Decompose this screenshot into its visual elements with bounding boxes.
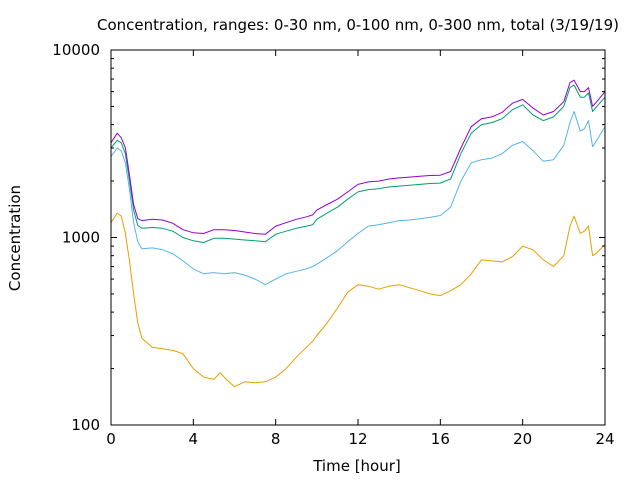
x-tick-label: 12: [348, 430, 367, 448]
series-layer: [110, 79, 606, 388]
y-tick-label: 1000: [62, 229, 100, 247]
series-line-2: [110, 111, 606, 286]
x-tick-label: 24: [595, 430, 614, 448]
x-tick-label: 0: [106, 430, 116, 448]
x-tick-label: 16: [431, 430, 450, 448]
series-line-1: [110, 212, 606, 388]
x-tick-label: 4: [189, 430, 199, 448]
y-tick-label: 100: [71, 416, 100, 434]
series-line-4: [110, 79, 606, 235]
chart-title: Concentration, ranges: 0-30 nm, 0-100 nm…: [97, 16, 619, 34]
x-axis-label: Time [hour]: [312, 457, 401, 475]
x-tick-label: 20: [513, 430, 532, 448]
y-axis-label: Concentration: [6, 185, 24, 291]
axis-layer: 0 4 8 12 16 20 24 100 1000 10000: [52, 41, 614, 448]
y-tick-label: 10000: [52, 41, 100, 59]
x-tick-label: 8: [271, 430, 281, 448]
series-line-3: [110, 84, 606, 243]
